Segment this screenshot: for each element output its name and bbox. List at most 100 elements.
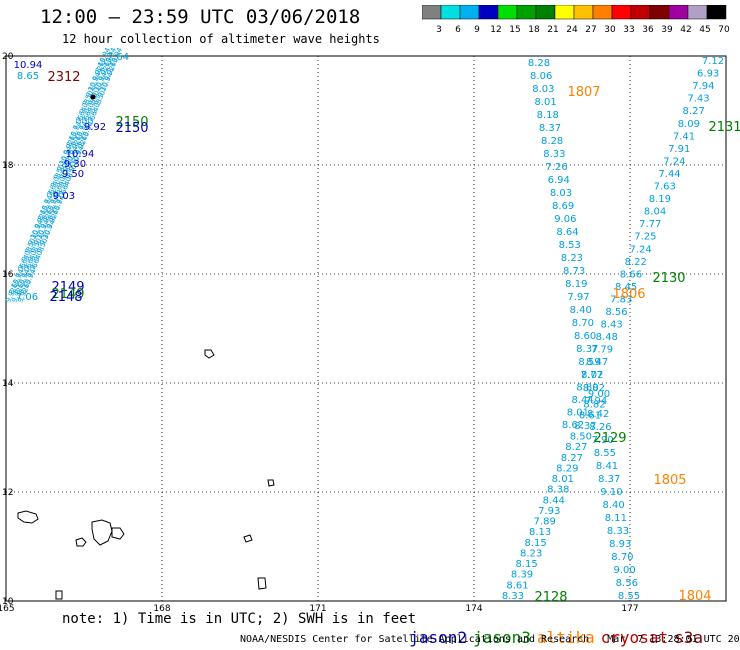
swh-value: 9.50: [62, 169, 84, 180]
island-outline: [17, 510, 39, 524]
swh-value: 8.64: [556, 227, 578, 238]
swh-value: 8.22: [625, 257, 647, 268]
swh-value: 7.44: [658, 169, 680, 180]
swh-value: 8.04: [644, 207, 666, 218]
swh-value: 7.97: [567, 292, 589, 303]
island-outline: [257, 577, 267, 590]
scale-tick-label: 3: [436, 25, 442, 35]
swh-value: 8.82: [583, 383, 605, 394]
y-tick-label: 18: [2, 161, 14, 171]
swh-value: 7.12: [702, 56, 724, 67]
legend-jason3: jason3: [473, 628, 531, 647]
pass-number: 2148: [49, 290, 82, 305]
swh-value: 7.77: [581, 370, 603, 381]
pass-number: 1807: [567, 85, 600, 100]
swh-value: 7.90: [592, 435, 614, 446]
swh-value: 7.89: [534, 517, 556, 528]
swh-value: 8.13: [529, 527, 551, 538]
pass-number: 2150: [115, 121, 148, 136]
scale-tick-label: 36: [642, 25, 654, 35]
swh-value: 8.44: [572, 395, 594, 406]
swh-value: 8.66: [620, 269, 642, 280]
swh-value: 8.09: [678, 119, 700, 130]
swh-value: 8.15: [515, 559, 537, 570]
swh-value: 8.47: [586, 357, 608, 368]
swh-value: 8.73: [563, 266, 585, 277]
swh-value: 8.03: [532, 84, 554, 95]
swh-value: 8.01: [567, 407, 589, 418]
swh-value: 8.56: [616, 578, 638, 589]
map-grid: [5, 55, 727, 602]
swh-value: 8.40: [603, 500, 625, 511]
swh-value: 8.70: [572, 318, 594, 329]
swh-value: 8.37: [574, 421, 596, 432]
swh-value: 8.27: [561, 453, 583, 464]
scale-tick-label: 39: [661, 25, 673, 35]
legend-jason2: jason2: [409, 628, 468, 647]
swh-value: 8.37: [598, 474, 620, 485]
pass-number: 2149: [51, 280, 84, 295]
scale-tick-label: 15: [509, 25, 520, 35]
pass-number: 2131: [708, 120, 740, 135]
swh-value: 6.93: [697, 69, 719, 80]
swh-value: 8.01: [534, 97, 556, 108]
swh-value: 8.15: [524, 538, 546, 549]
swh-value: 8.41: [596, 461, 618, 472]
legend-s3a: s3a: [674, 628, 703, 647]
swh-value: 8.11: [605, 513, 627, 524]
scale-tick-label: 30: [604, 25, 616, 35]
y-tick-label: 14: [2, 379, 14, 389]
swh-value: 9.92: [84, 122, 106, 133]
pass-number: 2128: [534, 590, 567, 605]
swh-value: 7.41: [673, 131, 695, 142]
swh-value: 9.10: [600, 487, 622, 498]
swh-value: 8.27: [565, 442, 587, 453]
swh-value: 8.61: [506, 580, 528, 591]
swh-value: 7.43: [687, 94, 709, 105]
swh-value: 8.61: [579, 410, 601, 421]
swh-value: 8.19: [649, 194, 671, 205]
scale-tick-label: 21: [547, 25, 558, 35]
island-outline: [75, 537, 87, 547]
swh-value: 8.29: [556, 463, 578, 474]
scale-tick-label: 27: [585, 25, 596, 35]
swh-value: 10.94: [14, 60, 43, 71]
island-outline: [204, 349, 215, 359]
swh-value: 8.62: [562, 420, 584, 431]
pass-number: 2150: [115, 115, 148, 130]
x-tick-label: 174: [465, 604, 482, 614]
swh-value: 8.18: [537, 110, 559, 121]
swh-value: 8.23: [520, 548, 542, 559]
x-tick-label: 165: [0, 604, 15, 614]
swh-value: 8.82: [583, 400, 605, 411]
scale-tick-label: 42: [680, 25, 691, 35]
scale-tick-label: 18: [528, 25, 540, 35]
swh-value: 8.59: [578, 357, 600, 368]
pass-number: 1805: [653, 473, 686, 488]
swh-value: 10.94: [66, 149, 95, 160]
pass-number: 1804: [678, 589, 711, 604]
swh-value: 7.24: [629, 244, 651, 255]
swh-value: 8.53: [559, 240, 581, 251]
swh-value: 8.28: [528, 58, 550, 69]
swh-value: 8.28: [541, 136, 563, 147]
swh-value: 9.06: [554, 214, 576, 225]
swh-value: 7.26: [545, 162, 567, 173]
swh-value: 8.55: [618, 591, 640, 602]
footnote: note: 1) Time is in UTC; 2) SWH is in fe…: [62, 611, 417, 627]
scale-tick-label: 9: [474, 25, 480, 35]
pass-number: 2129: [593, 431, 626, 446]
swh-value: 8.60: [574, 331, 596, 342]
swh-value: 8.33: [543, 149, 565, 160]
island-outline: [267, 479, 275, 487]
scale-tick-label: 45: [699, 25, 710, 35]
swh-value: 7.91: [668, 144, 690, 155]
swh-value: 7.93: [538, 506, 560, 517]
swh-value: 7.24: [663, 156, 685, 167]
islands: [17, 349, 275, 600]
track-labels: 8.28 8.06 8.03 8.01 8.18 8.37 8.28 8.33 7.26 6.94…: [4, 46, 724, 602]
pass-number: 1806: [612, 287, 645, 302]
